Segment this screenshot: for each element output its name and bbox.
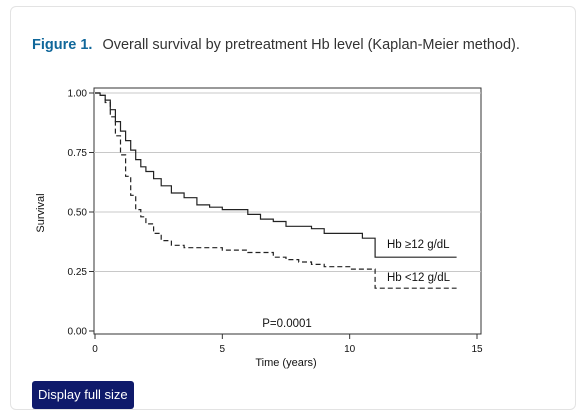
y-tick-label: 0.50 (68, 208, 88, 219)
series-line-hb-low (95, 92, 457, 289)
figure-card (10, 6, 576, 410)
figure-caption-text: Overall survival by pretreatment Hb leve… (102, 37, 520, 53)
x-tick-label: 0 (92, 344, 98, 355)
y-tick-label: 1.00 (68, 89, 88, 100)
series-label-hb-low: Hb <12 g/dL (387, 272, 451, 284)
plot-area (93, 87, 482, 335)
y-axis: 0.00 0.25 0.50 0.75 1.00 (68, 89, 94, 338)
y-axis-label: Survival (35, 193, 47, 232)
p-value-annotation: P=0.0001 (262, 318, 312, 330)
y-tick-label: 0.00 (68, 327, 88, 338)
figure-label: Figure 1. (32, 37, 93, 53)
x-tick-label: 10 (344, 344, 356, 355)
x-axis-label: Time (years) (255, 357, 316, 369)
series-lines (95, 92, 457, 289)
x-axis: 0 5 10 15 (92, 334, 483, 355)
series-label-hb-high: Hb ≥12 g/dL (387, 239, 450, 251)
grid-lines (94, 92, 481, 272)
y-tick-label: 0.25 (68, 267, 88, 278)
y-tick-label: 0.75 (68, 148, 88, 159)
series-line-hb-high (95, 92, 457, 258)
figure-caption: Figure 1. Overall survival by pretreatme… (32, 37, 520, 53)
display-full-size-button[interactable]: Display full size (32, 381, 134, 409)
x-tick-label: 5 (220, 344, 226, 355)
series-labels: Hb ≥12 g/dL Hb <12 g/dL (387, 239, 451, 284)
x-tick-label: 15 (471, 344, 483, 355)
